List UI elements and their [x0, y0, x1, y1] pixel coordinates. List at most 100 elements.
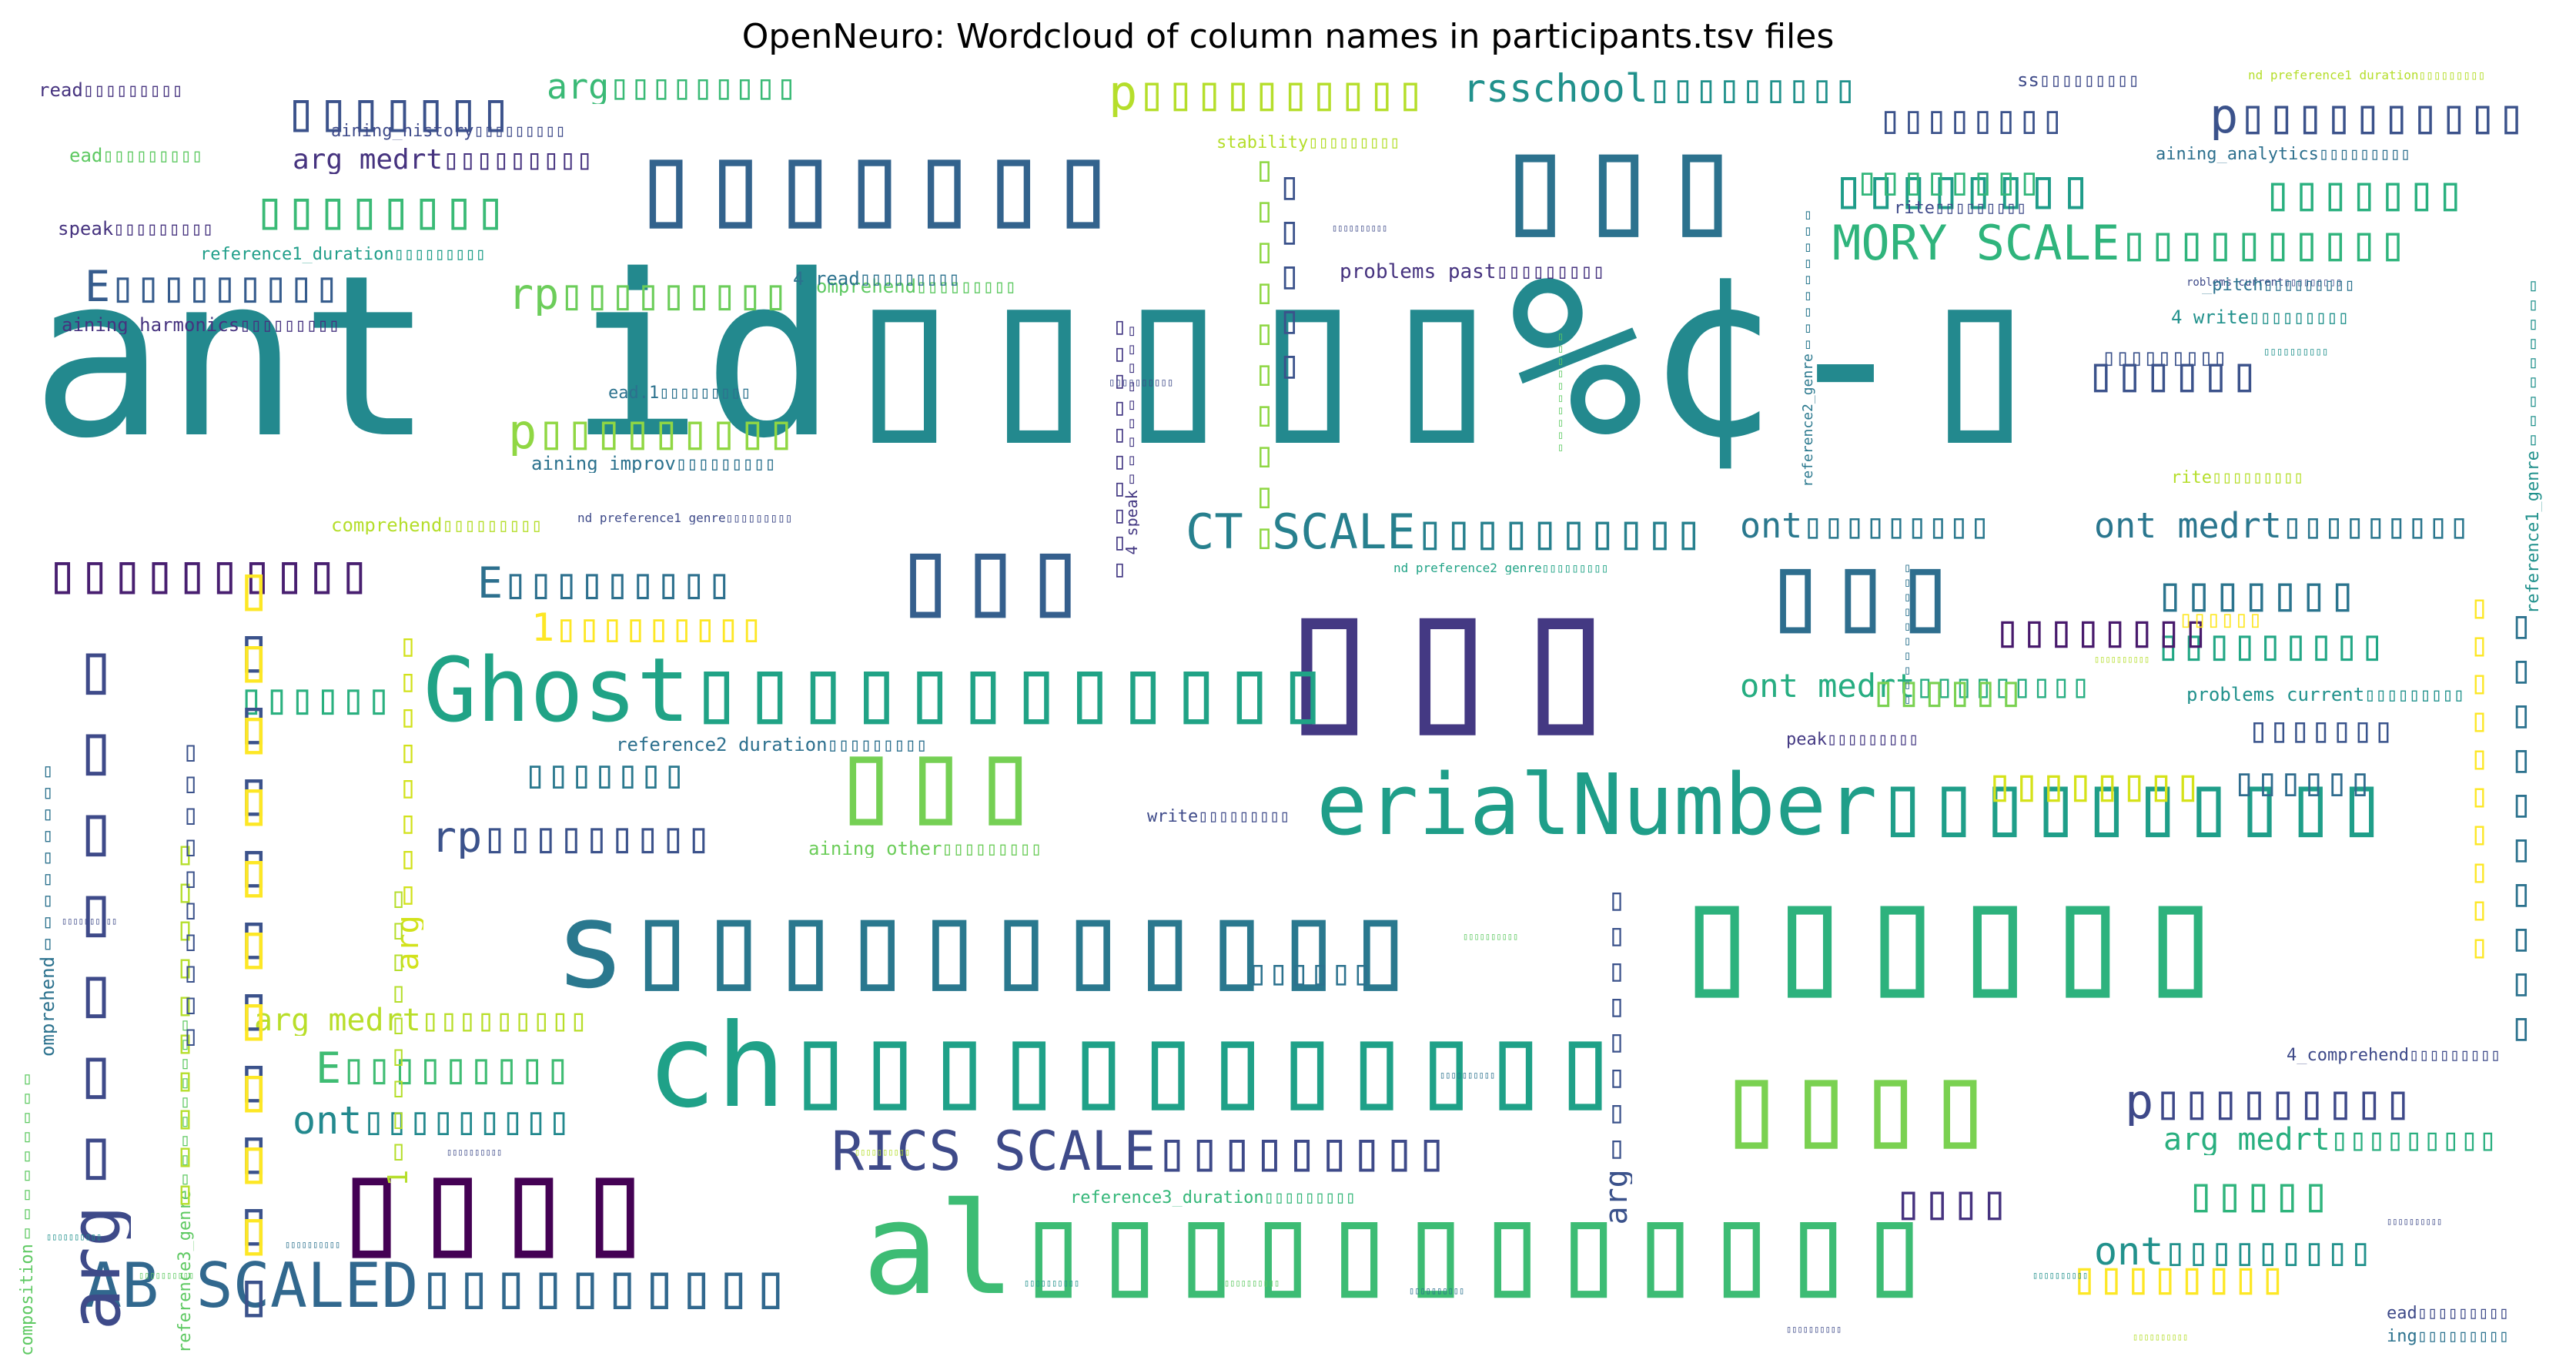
word: ▯▯▯▯▯▯: [2233, 762, 2372, 801]
word: ▯▯▯▯▯▯▯▯▯▯: [1109, 316, 1132, 585]
word: omprehend▯▯▯▯▯▯▯▯▯: [38, 762, 57, 1057]
word: ont▯▯▯▯▯▯▯▯▯: [293, 1101, 571, 1140]
word: ing▯▯▯▯▯▯▯▯▯: [2387, 1328, 2509, 1345]
word: MORY_SCALE▯▯▯▯▯▯▯▯▯▯: [1832, 219, 2407, 267]
word: ▯▯▯▯▯▯▯▯: [1986, 762, 2202, 807]
word: roblems_current▯▯▯▯▯▯▯▯▯: [2186, 277, 2343, 288]
word: 1▯▯▯▯▯▯▯▯▯: [385, 886, 413, 1187]
word: ▯▯▯▯▯▯▯▯▯▯: [2464, 593, 2496, 970]
word: ▯▯▯▯▯▯▯▯▯▯: [2387, 1217, 2443, 1226]
word: ▯▯▯▯▯▯▯▯▯▯: [177, 739, 205, 1055]
word: ▯▯▯▯▯▯▯▯▯▯: [1555, 331, 1566, 454]
word: arg▯▯▯▯▯▯▯: [62, 639, 131, 1331]
word: ▯▯▯▯▯▯▯▯▯▯: [2094, 655, 2150, 664]
word: ▯▯▯▯▯▯▯▯▯▯: [62, 916, 118, 926]
word: aining_other▯▯▯▯▯▯▯▯▯: [808, 839, 1042, 858]
word: ▯▯▯▯▯▯▯▯▯▯: [1109, 377, 1174, 388]
word: ▯▯▯▯▯▯▯: [2248, 712, 2394, 747]
word: arg_medrt▯▯▯▯▯▯▯▯▯: [254, 1005, 588, 1036]
word: ▯▯▯▯▯▯▯▯▯▯: [1440, 1070, 1496, 1080]
word: ▯▯▯▯▯▯▯▯: [1832, 162, 2093, 216]
word: ead.1▯▯▯▯▯▯▯▯▯: [608, 385, 751, 402]
word: ▯▯▯▯▯▯▯▯▯▯: [1463, 932, 1519, 941]
word: ▯▯▯: [1494, 116, 1745, 254]
word: 1▯▯▯▯▯▯▯▯▯: [531, 608, 764, 647]
word: ▯▯▯▯▯▯▯▯▯▯: [2133, 1332, 2189, 1342]
word: ▯▯▯▯▯▯: [2086, 350, 2259, 398]
word: problems_past▯▯▯▯▯▯▯▯▯: [1340, 262, 1605, 282]
word: ▯▯▯▯▯▯▯▯▯▯: [1332, 223, 1388, 233]
word: aining_analytics▯▯▯▯▯▯▯▯▯: [2156, 146, 2411, 163]
word: ▯▯▯▯▯▯: [239, 678, 392, 720]
word: aining_history▯▯▯▯▯▯▯▯▯: [331, 123, 566, 140]
word: arg_medrt▯▯▯▯▯▯▯▯▯: [2163, 1124, 2497, 1155]
word: ▯▯▯▯: [1894, 1178, 2009, 1226]
word: 4_read▯▯▯▯▯▯▯▯▯: [793, 270, 960, 288]
word: ▯▯▯▯▯▯▯▯▯▯: [1024, 1278, 1080, 1288]
word: ▯▯▯▯▯▯▯▯▯▯: [1409, 1286, 1465, 1295]
word: nd_preference1_genre▯▯▯▯▯▯▯▯▯: [577, 512, 793, 524]
word: p▯▯▯▯▯▯▯▯▯: [2125, 1078, 2413, 1126]
word: arg▯▯▯▯▯▯▯▯: [1601, 886, 1632, 1225]
word: 4_comprehend▯▯▯▯▯▯▯▯▯: [2287, 1047, 2501, 1064]
word: ▯▯▯▯▯▯▯▯▯: [2156, 624, 2386, 666]
word: ▯▯▯▯▯▯▯▯▯▯: [46, 1232, 102, 1241]
word: ▯▯▯▯▯▯▯▯▯▯: [1224, 1278, 1280, 1288]
word: problems_current▯▯▯▯▯▯▯▯▯: [2186, 685, 2465, 704]
word: E▯▯▯▯▯▯▯▯▯: [316, 1047, 571, 1090]
word: rite▯▯▯▯▯▯▯▯▯: [1894, 200, 2027, 217]
word: ch▯▯▯▯▯▯▯▯▯▯▯▯: [647, 1009, 1621, 1124]
word: reference2_genre▯▯▯▯▯▯▯▯▯: [1802, 208, 1815, 487]
word: ▯▯▯▯▯▯▯▯: [1855, 162, 2041, 200]
word: speak▯▯▯▯▯▯▯▯▯: [58, 219, 214, 238]
wordcloud: ant_id▯▯▯▯▯%¢-▯ ▯▯▯ ▯▯▯▯▯▯▯ ▯▯▯ ▯▯▯▯▯▯ a…: [15, 69, 2561, 1355]
word: ▯▯▯: [893, 524, 1088, 631]
word: CT_SCALE▯▯▯▯▯▯▯▯▯▯: [1186, 508, 1703, 556]
word: rsschool▯▯▯▯▯▯▯▯▯: [1463, 69, 1857, 108]
word: ▯▯▯▯▯▯▯▯▯▯: [285, 1240, 341, 1249]
word: ▯▯▯▯▯: [2186, 1171, 2330, 1218]
word: aining_improv▯▯▯▯▯▯▯▯▯: [531, 454, 776, 473]
word: ▯▯▯: [831, 724, 1040, 839]
word: ant_id▯▯▯▯▯%¢-▯: [31, 246, 2047, 470]
chart-title: OpenNeuro: Wordcloud of column names in …: [741, 17, 1835, 56]
word: ▯▯▯▯▯▯▯▯▯▯: [1902, 562, 1914, 708]
word: reference1_duration▯▯▯▯▯▯▯▯▯: [200, 246, 486, 263]
word: read▯▯▯▯▯▯▯▯▯: [38, 81, 183, 99]
word: E▯▯▯▯▯▯▯▯▯: [477, 562, 733, 605]
word: ▯▯▯▯▯▯▯▯▯▯: [2502, 608, 2541, 1055]
word: ▯▯▯▯▯▯▯▯▯▯: [2032, 1271, 2089, 1280]
word: rp▯▯▯▯▯▯▯▯▯: [508, 273, 789, 316]
word: ▯▯▯▯▯▯▯▯▯▯: [223, 562, 285, 1278]
word: ead▯▯▯▯▯▯▯▯▯: [2387, 1305, 2509, 1322]
word: _pitch▯▯▯▯▯▯▯▯▯: [2202, 277, 2355, 294]
word: write▯▯▯▯▯▯▯▯▯: [1147, 809, 1290, 826]
word: reference1_genre▯▯▯▯▯▯▯▯▯: [2525, 277, 2542, 614]
word: AB_SCALED▯▯▯▯▯▯▯▯▯▯: [85, 1255, 790, 1317]
word: p▯▯▯▯▯▯▯▯▯▯: [2210, 92, 2526, 140]
word: ▯▯▯▯▯▯▯: [524, 755, 686, 793]
word: ▯▯▯▯▯▯: [1247, 955, 1373, 990]
word: peak▯▯▯▯▯▯▯▯▯: [1786, 732, 1919, 749]
word: ▯▯▯▯▯▯▯▯▯▯: [447, 1147, 503, 1157]
word: reference2_duration▯▯▯▯▯▯▯▯▯: [616, 735, 928, 754]
word: ▯▯▯▯▯▯▯: [2156, 570, 2357, 618]
word: ▯▯▯▯: [331, 1140, 656, 1275]
word: ▯▯▯▯▯▯: [1671, 863, 2227, 1017]
word: ▯▯▯▯▯▯▯▯: [1994, 608, 2210, 653]
word: ▯▯▯▯: [1717, 1047, 1996, 1163]
word: ▯▯▯: [1270, 562, 1625, 759]
word: ▯▯▯▯▯▯▯▯▯▯: [46, 547, 371, 601]
word: ss▯▯▯▯▯▯▯▯▯: [2017, 71, 2139, 89]
word: ▯▯▯▯▯▯▯▯: [2071, 1255, 2287, 1300]
word: erialNumber▯▯▯▯▯▯▯▯▯▯: [1316, 762, 2387, 847]
word: arg_medrt▯▯▯▯▯▯▯▯▯: [293, 146, 594, 174]
word: ▯▯▯▯▯▯: [2179, 608, 2263, 631]
word: arg▯▯▯▯▯▯▯▯▯: [547, 69, 798, 104]
word: ont_medrt▯▯▯▯▯▯▯▯▯: [2094, 508, 2470, 543]
word: rite▯▯▯▯▯▯▯▯▯: [2171, 470, 2304, 487]
word: ont▯▯▯▯▯▯▯▯▯: [1740, 508, 1991, 543]
word: s▯▯▯▯▯▯▯▯▯▯▯: [554, 886, 1417, 1005]
word: ▯▯▯▯▯▯▯▯: [254, 185, 507, 237]
word: ▯▯▯▯▯▯: [1871, 670, 2024, 712]
